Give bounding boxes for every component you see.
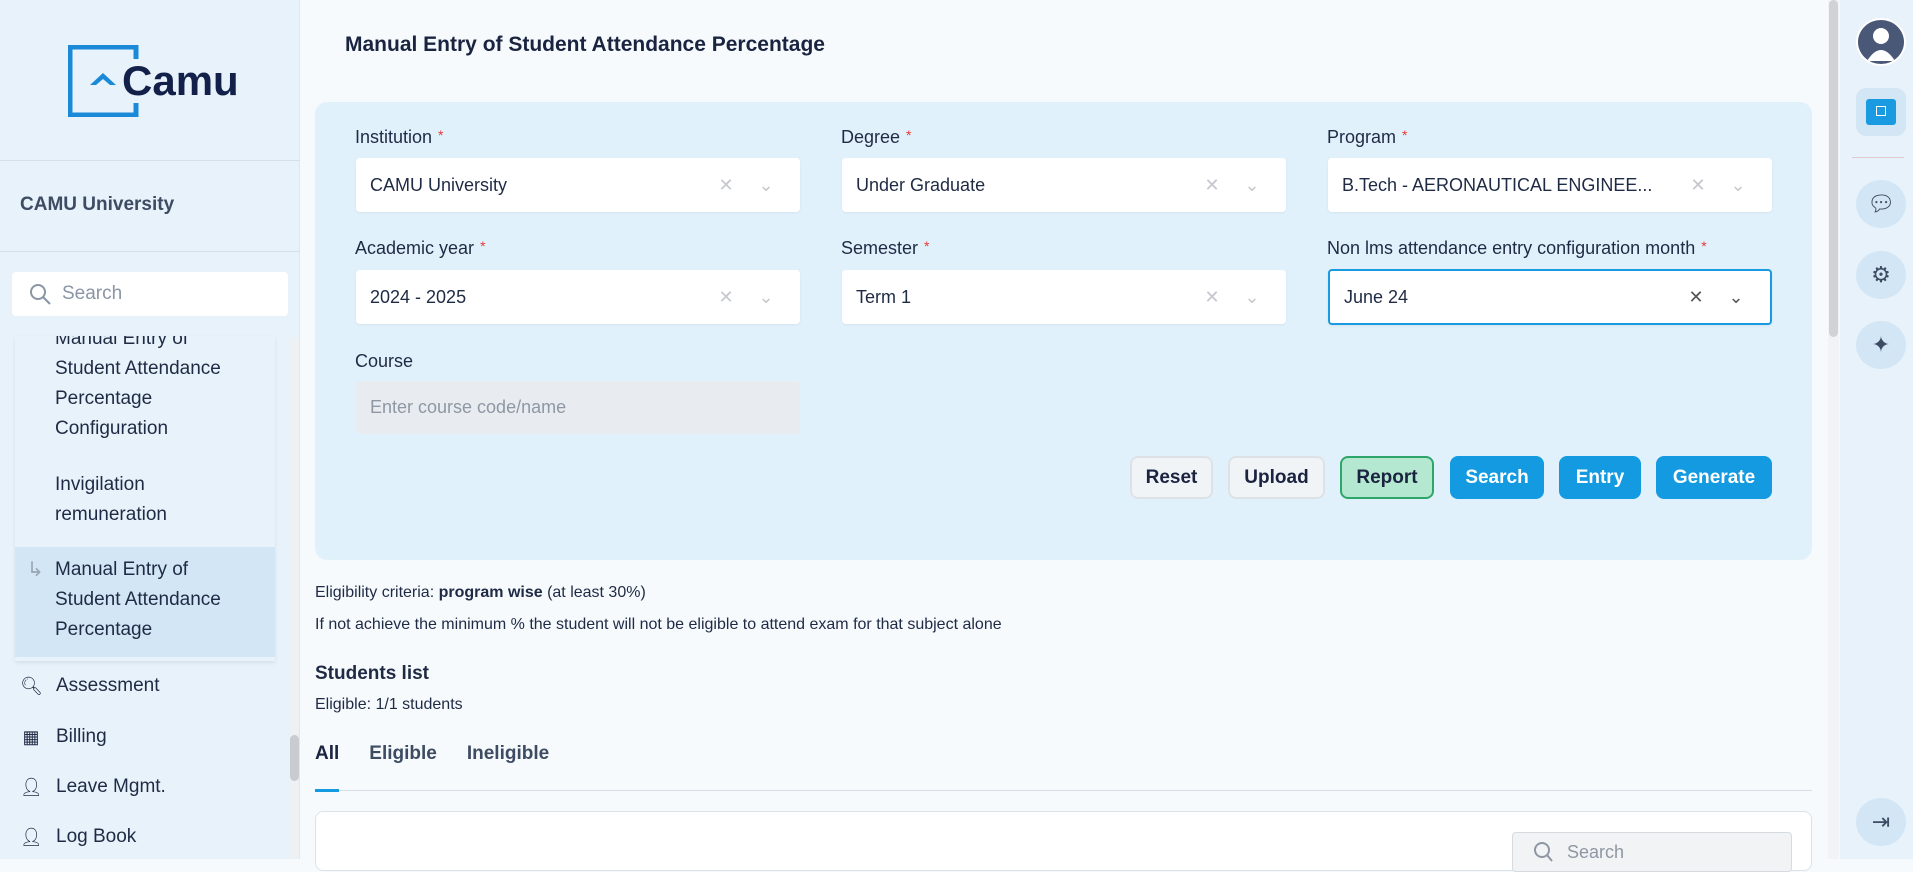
clear-icon[interactable]: ✕ [718, 174, 734, 195]
chevron-down-icon[interactable]: ⌄ [1244, 286, 1260, 307]
gear-icon: ⚙ [1871, 262, 1891, 287]
menu-item-attendance-entry[interactable]: ↳ Manual Entry of Student Attendance Perc… [15, 547, 275, 657]
user-clock-icon: 👤︎ [20, 826, 43, 847]
sidebar-scrollbar[interactable] [290, 337, 299, 859]
program-label: Program * [1327, 127, 1408, 147]
chevron-down-icon[interactable]: ⌄ [1244, 174, 1260, 195]
month-label: Non lms attendance entry configuration m… [1327, 238, 1707, 258]
tablet-icon [1866, 99, 1896, 125]
nav-billing[interactable]: ▦ Billing [20, 726, 107, 748]
search-icon [30, 284, 51, 305]
clear-icon[interactable]: ✕ [718, 286, 734, 307]
menu-item-invigilation[interactable]: Invigilation remuneration [15, 470, 245, 530]
upload-button[interactable]: Upload [1228, 456, 1325, 499]
nav-label: Billing [56, 726, 107, 747]
camu-logo: Camu [68, 45, 239, 117]
program-select[interactable]: B.Tech - AERONAUTICAL ENGINEE... ✕ ⌄ [1328, 158, 1772, 212]
tab-all[interactable]: All [315, 743, 340, 764]
sidebar: Camu CAMU University Search Manual Entry… [0, 0, 300, 859]
course-input[interactable] [356, 381, 800, 434]
academic-year-select[interactable]: 2024 - 2025 ✕ ⌄ [356, 270, 800, 324]
generate-button[interactable]: Generate [1656, 456, 1772, 499]
menu-item-attendance-config[interactable]: Manual Entry of Student Attendance Perce… [15, 336, 245, 444]
table-search-placeholder: Search [1567, 841, 1625, 862]
nav-logbook[interactable]: 👤︎ Log Book [20, 826, 136, 848]
institution-name: CAMU University [20, 194, 175, 215]
course-label: Course [355, 351, 414, 371]
submenu: Manual Entry of Student Attendance Perce… [15, 336, 275, 661]
clear-icon[interactable]: ✕ [1688, 286, 1704, 307]
chevron-down-icon[interactable]: ⌄ [758, 286, 774, 307]
eligibility-note: If not achieve the minimum % the student… [315, 616, 1002, 633]
app-button[interactable] [1856, 88, 1906, 136]
reset-button[interactable]: Reset [1130, 456, 1213, 499]
ai-button[interactable]: ✦ [1856, 321, 1906, 369]
eligible-count: Eligible: 1/1 students [315, 696, 463, 713]
chevron-down-icon[interactable]: ⌄ [1728, 286, 1744, 307]
right-rail: 💬︎ ⚙ ✦ ⇥ [1840, 0, 1913, 859]
academic-year-label: Academic year * [355, 238, 486, 258]
chevron-down-icon[interactable]: ⌄ [758, 174, 774, 195]
active-tab-indicator [315, 789, 339, 792]
divider [0, 251, 300, 252]
tab-divider [315, 790, 1812, 791]
search-icon: 🔍︎ [20, 675, 43, 696]
menu-item-label: Manual Entry of Student Attendance Perce… [55, 559, 221, 640]
settings-button[interactable]: ⚙ [1856, 251, 1906, 299]
user-icon [1867, 28, 1895, 61]
semester-select[interactable]: Term 1 ✕ ⌄ [842, 270, 1286, 324]
main-scroll-thumb[interactable] [1829, 0, 1838, 337]
logout-button[interactable]: ⇥ [1856, 798, 1906, 846]
main-scrollbar[interactable] [1828, 0, 1839, 859]
sidebar-scroll-thumb[interactable] [290, 735, 299, 781]
nav-leave[interactable]: 👤︎ Leave Mgmt. [20, 776, 166, 798]
clear-icon[interactable]: ✕ [1204, 286, 1220, 307]
tab-ineligible[interactable]: Ineligible [466, 743, 550, 764]
student-tabs: All Eligible Ineligible [315, 743, 549, 765]
sidebar-search-placeholder: Search [62, 283, 123, 304]
search-icon [1534, 842, 1553, 862]
nav-label: Log Book [56, 826, 137, 847]
menu-item-label: Manual Entry of Student Attendance Perce… [55, 336, 221, 439]
report-button[interactable]: Report [1340, 456, 1434, 499]
divider [1852, 157, 1904, 158]
month-select[interactable]: June 24 ✕ ⌄ [1328, 269, 1772, 325]
clear-icon[interactable]: ✕ [1690, 174, 1706, 195]
menu-item-label: Invigilation remuneration [55, 474, 167, 525]
sparkle-icon: ✦ [1871, 332, 1891, 357]
degree-label: Degree * [841, 127, 912, 147]
divider [0, 160, 300, 161]
page-title: Manual Entry of Student Attendance Perce… [345, 33, 825, 56]
table-search[interactable]: Search [1512, 832, 1792, 872]
degree-select[interactable]: Under Graduate ✕ ⌄ [842, 158, 1286, 212]
institution-label: Institution * [355, 127, 444, 147]
avatar[interactable] [1856, 18, 1906, 66]
billing-icon: ▦ [22, 726, 40, 747]
logout-icon: ⇥ [1871, 809, 1891, 834]
nav-assessment[interactable]: 🔍︎ Assessment [20, 675, 159, 697]
user-clock-icon: 👤︎ [20, 776, 43, 797]
subitem-arrow-icon: ↳ [27, 559, 44, 581]
tab-eligible[interactable]: Eligible [369, 743, 437, 764]
institution-select[interactable]: CAMU University ✕ ⌄ [356, 158, 800, 212]
entry-button[interactable]: Entry [1559, 456, 1641, 499]
search-button[interactable]: Search [1450, 456, 1544, 499]
nav-label: Assessment [56, 675, 160, 696]
students-title: Students list [315, 663, 430, 684]
eligibility-criteria: Eligibility criteria: program wise (at l… [315, 584, 646, 601]
chat-icon: 💬︎ [1867, 191, 1895, 216]
svg-text:Camu: Camu [122, 57, 239, 104]
chat-button[interactable]: 💬︎ [1856, 180, 1906, 228]
chevron-down-icon[interactable]: ⌄ [1730, 174, 1746, 195]
sidebar-search[interactable]: Search [12, 272, 288, 316]
nav-label: Leave Mgmt. [56, 776, 166, 797]
clear-icon[interactable]: ✕ [1204, 174, 1220, 195]
semester-label: Semester * [841, 238, 930, 258]
